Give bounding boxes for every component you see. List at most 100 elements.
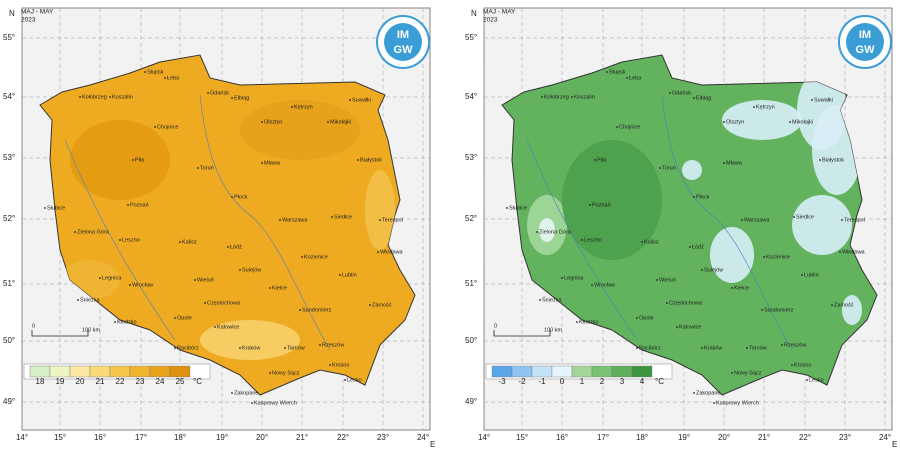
legend-unit: °C: [193, 377, 202, 386]
city-label: Kielce: [272, 285, 287, 291]
field-patch: [539, 218, 555, 242]
city-label: Kołobrzeg: [82, 94, 107, 100]
legend-swatch: [129, 365, 151, 378]
legend-label: 3: [620, 377, 625, 386]
lat-label: 53°: [465, 153, 477, 162]
lon-label: 24°: [417, 433, 429, 442]
legend-label: -3: [498, 377, 506, 386]
city-label: Nowy Sącz: [272, 370, 300, 376]
legend-label: 25: [176, 377, 185, 386]
lat-label: 50°: [3, 336, 15, 345]
scale-bar: [31, 330, 89, 337]
scale-label: 0: [32, 323, 35, 329]
city-label: Rzeszów: [322, 342, 344, 348]
city-dot: [701, 347, 703, 349]
legend-swatch: [591, 365, 613, 378]
city-dot: [369, 304, 371, 306]
city-label: Śnieżka: [80, 295, 101, 303]
city-label: Kozienice: [766, 254, 790, 260]
city-dot: [284, 347, 286, 349]
city-dot: [269, 372, 271, 374]
city-label: Mława: [726, 160, 743, 166]
lon-label: 20°: [718, 433, 730, 442]
city-dot: [731, 287, 733, 289]
scale-label: 100 km: [544, 327, 562, 333]
year: 2023: [483, 17, 498, 24]
logo-disc: [384, 23, 422, 61]
legend-label: 24: [156, 377, 165, 386]
city-label: Toruń: [662, 165, 676, 171]
city-label: Kraków: [704, 345, 722, 351]
city-dot: [536, 231, 538, 233]
city-dot: [329, 364, 331, 366]
lon-label: 15°: [516, 433, 528, 442]
city-label: Leszno: [122, 237, 140, 243]
city-dot: [701, 269, 703, 271]
legend-label: 21: [96, 377, 105, 386]
lon-label: 22°: [799, 433, 811, 442]
city-dot: [626, 77, 628, 79]
city-label: Warszawa: [744, 217, 770, 223]
legend-label: -1: [538, 377, 546, 386]
lon-label: 14°: [16, 433, 28, 442]
field-patches: [527, 70, 862, 325]
city-label: Elbląg: [234, 95, 249, 101]
city-label: Legnica: [102, 275, 122, 281]
north-label: N: [9, 9, 15, 18]
city-label: Siedlce: [796, 214, 814, 220]
legend-label: 20: [76, 377, 85, 386]
city-label: Chojnice: [157, 124, 178, 130]
city-dot: [731, 372, 733, 374]
city-dot: [669, 92, 671, 94]
city-dot: [659, 167, 661, 169]
lon-label: 22°: [337, 433, 349, 442]
city-label: Słubice: [509, 205, 527, 211]
north-label: N: [471, 9, 477, 18]
city-dot: [801, 274, 803, 276]
river: [526, 139, 638, 341]
city-dot: [791, 364, 793, 366]
lon-label: 15°: [54, 433, 66, 442]
city-label: Łódź: [692, 244, 704, 250]
lon-label: 21°: [758, 433, 770, 442]
field-patch: [792, 195, 852, 255]
city-dot: [251, 402, 253, 404]
legend-swatch: [551, 365, 573, 378]
lat-label: 55°: [465, 33, 477, 42]
city-label: Lesko: [809, 377, 824, 383]
city-label: Częstochowa: [669, 300, 703, 306]
legend-swatch: [571, 365, 593, 378]
lon-label: 19°: [216, 433, 228, 442]
river: [64, 139, 176, 341]
city-label: Mława: [264, 160, 281, 166]
city-dot: [641, 241, 643, 243]
lat-label: 54°: [3, 92, 15, 101]
city-label: Koszalin: [112, 94, 133, 100]
city-dot: [239, 347, 241, 349]
city-dot: [676, 326, 678, 328]
city-label: Sandomierz: [302, 307, 332, 313]
city-label: Kalisz: [644, 239, 659, 245]
city-dot: [561, 277, 563, 279]
year: 2023: [21, 17, 36, 24]
city-label: Białystok: [822, 157, 844, 163]
city-label: Leszno: [584, 237, 602, 243]
city-dot: [806, 379, 808, 381]
city-label: Gdańsk: [672, 90, 691, 96]
scale-label: 100 km: [82, 327, 100, 333]
city-dot: [763, 256, 765, 258]
city-dot: [331, 216, 333, 218]
city-dot: [753, 106, 755, 108]
city-dot: [179, 241, 181, 243]
lat-label: 50°: [465, 336, 477, 345]
lat-label: 49°: [465, 397, 477, 406]
legend-swatch: [611, 365, 633, 378]
legend-swatch: [29, 365, 51, 378]
lon-label: 23°: [839, 433, 851, 442]
city-dot: [723, 162, 725, 164]
legend-label: -2: [518, 377, 526, 386]
city-dot: [231, 392, 233, 394]
city-label: Słubice: [47, 205, 65, 211]
city-dot: [357, 159, 359, 161]
